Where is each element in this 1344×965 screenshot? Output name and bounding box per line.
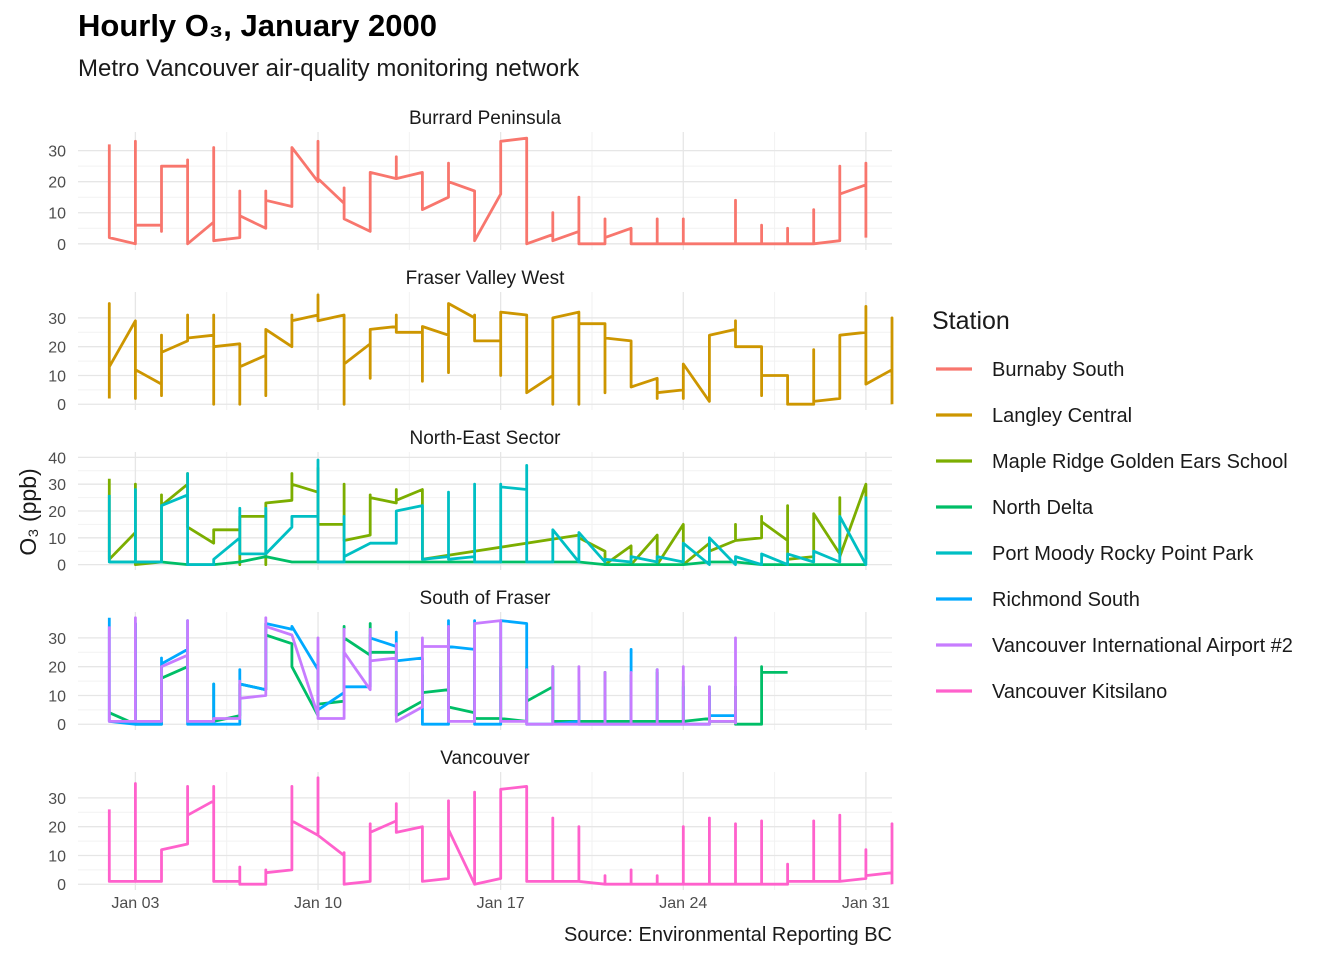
y-tick-label: 30 — [48, 144, 66, 161]
legend-label: Vancouver Kitsilano — [992, 681, 1167, 703]
series-line — [107, 458, 868, 566]
y-tick-label: 0 — [57, 237, 66, 254]
y-tick-label: 30 — [48, 791, 66, 808]
x-tick-label: Jan 24 — [659, 895, 707, 912]
legend-item: Vancouver Kitsilano — [936, 681, 1167, 703]
facet-strip-title: Vancouver — [440, 748, 530, 769]
y-tick-label: 20 — [48, 660, 66, 677]
legend-label: Port Moody Rocky Point Park — [992, 543, 1254, 565]
facet-strip-title: South of Fraser — [420, 588, 552, 609]
y-tick-label: 30 — [48, 311, 66, 328]
legend-item: Vancouver International Airport #2 — [936, 635, 1293, 657]
y-tick-label: 20 — [48, 820, 66, 837]
y-tick-label: 20 — [48, 340, 66, 357]
series-line — [107, 136, 868, 246]
legend-label: Vancouver International Airport #2 — [992, 635, 1293, 657]
y-tick-label: 30 — [48, 477, 66, 494]
series-line — [107, 616, 737, 726]
x-axis: Jan 03 Jan 10 Jan 17 Jan 24 Jan 31 — [111, 895, 890, 912]
x-tick-label: Jan 17 — [477, 895, 525, 912]
facet-strip-title: North-East Sector — [410, 428, 562, 449]
legend-item: Richmond South — [936, 589, 1140, 611]
y-tick-label: 10 — [48, 368, 66, 385]
legend-item: North Delta — [936, 497, 1094, 519]
y-tick-label: 0 — [57, 397, 66, 414]
y-tick-label: 10 — [48, 531, 66, 548]
legend-label: Langley Central — [992, 405, 1132, 427]
x-tick-label: Jan 03 — [111, 895, 159, 912]
y-tick-label: 0 — [57, 877, 66, 894]
series-line — [107, 776, 894, 886]
y-tick-label: 0 — [57, 558, 66, 575]
legend-label: Burnaby South — [992, 359, 1124, 381]
legend-label: North Delta — [992, 497, 1094, 519]
legend-label: Richmond South — [992, 589, 1140, 611]
legend-item: Maple Ridge Golden Ears School — [936, 451, 1288, 473]
y-tick-label: 30 — [48, 631, 66, 648]
y-tick-label: 20 — [48, 504, 66, 521]
x-tick-label: Jan 10 — [294, 895, 342, 912]
series-line — [107, 466, 868, 566]
legend-title: Station — [932, 307, 1010, 335]
facet-strip-title: Fraser Valley West — [406, 268, 565, 289]
chart-subtitle: Metro Vancouver air-quality monitoring n… — [78, 55, 580, 82]
chart-title: Hourly O₃, January 2000 — [78, 8, 437, 43]
legend-item: Burnaby South — [936, 359, 1124, 381]
legend: Station Burnaby South Langley Central Mapl… — [932, 307, 1293, 703]
legend-item: Port Moody Rocky Point Park — [936, 543, 1254, 565]
facet-panel: South of Fraser 0 10 20 30 — [48, 588, 892, 734]
facet-panel: Vancouver 0 10 20 30 — [48, 748, 894, 894]
facet-panel: Burrard Peninsula 0 10 20 30 — [48, 108, 892, 254]
y-tick-label: 10 — [48, 688, 66, 705]
facet-panel: Fraser Valley West 0 10 20 30 — [48, 268, 894, 414]
y-tick-label: 0 — [57, 717, 66, 734]
legend-item: Langley Central — [936, 405, 1132, 427]
y-tick-label: 40 — [48, 450, 66, 467]
source-caption: Source: Environmental Reporting BC — [564, 924, 892, 946]
y-axis-label: O₃ (ppb) — [15, 468, 41, 555]
legend-label: Maple Ridge Golden Ears School — [992, 451, 1288, 473]
y-tick-label: 20 — [48, 175, 66, 192]
facet-strip-title: Burrard Peninsula — [409, 108, 562, 129]
y-tick-label: 10 — [48, 206, 66, 223]
x-tick-label: Jan 31 — [842, 895, 890, 912]
series-line — [107, 293, 894, 406]
y-tick-label: 10 — [48, 848, 66, 865]
facet-panel: North-East Sector 0 10 20 30 40 — [48, 428, 892, 575]
